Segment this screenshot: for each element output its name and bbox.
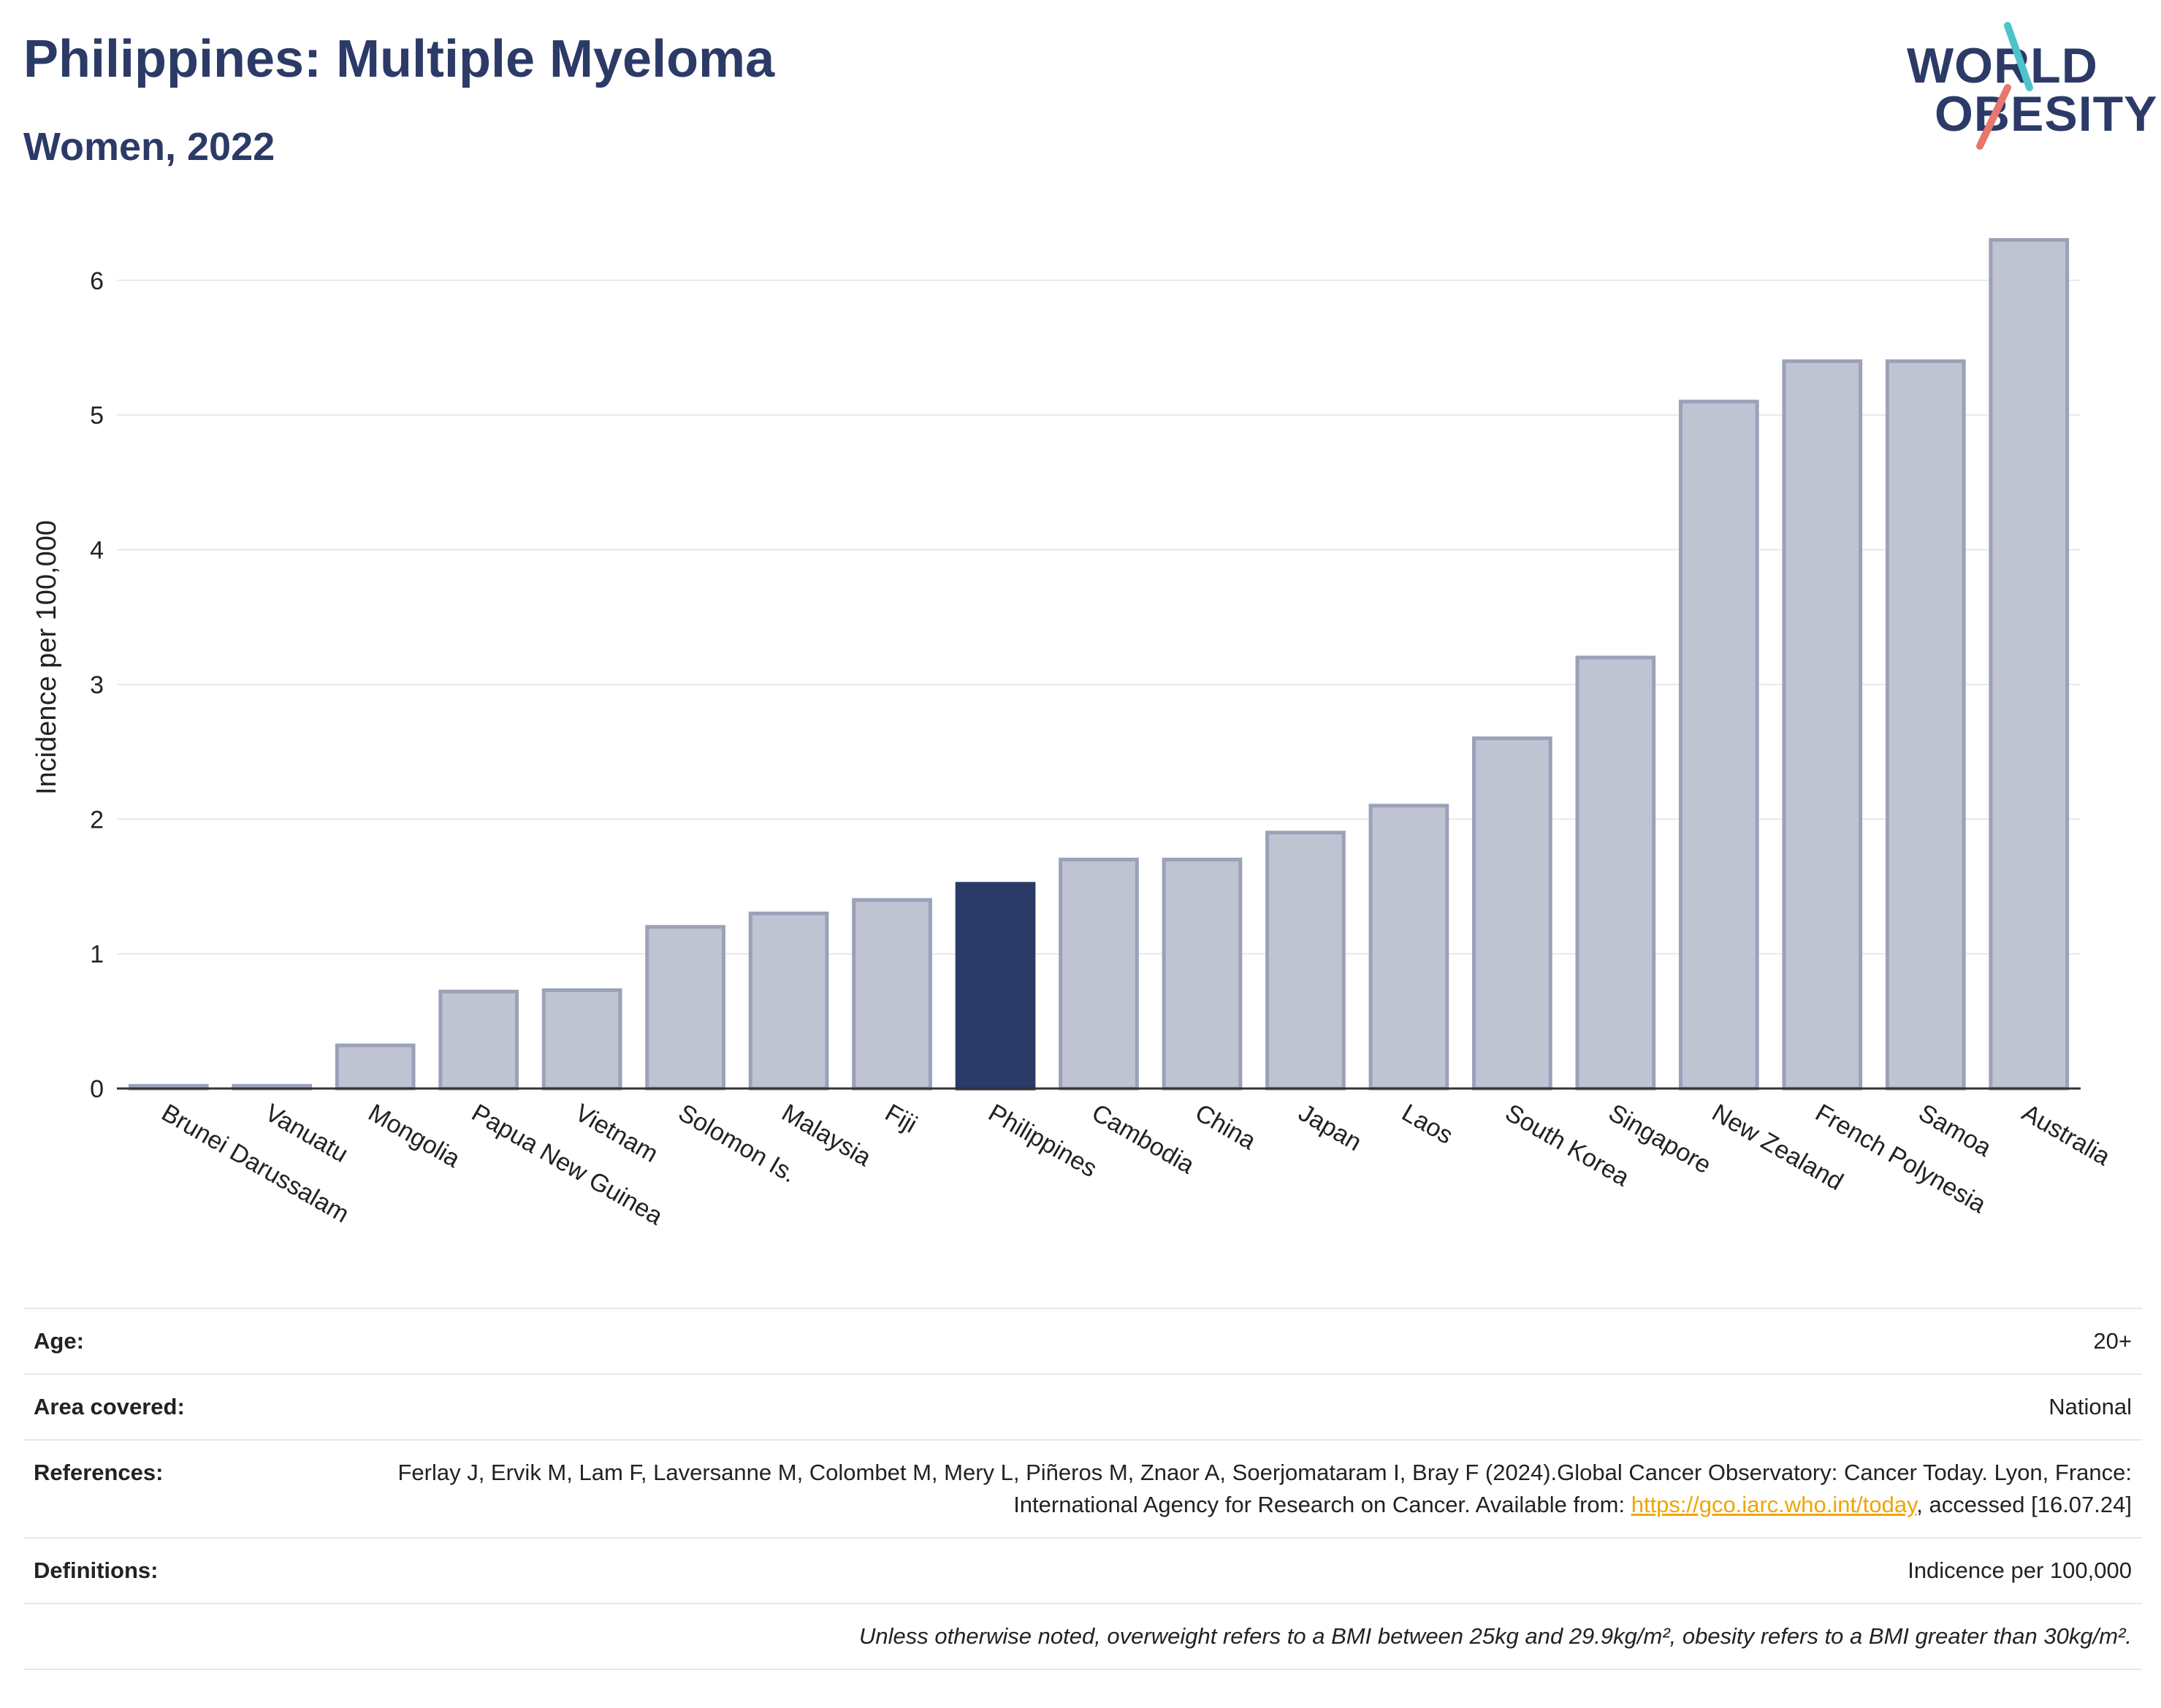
y-tick-label: 2 — [90, 806, 104, 834]
info-row-area: Area covered: National — [23, 1373, 2142, 1440]
bar-new-zealand — [1678, 400, 1759, 1091]
references-label: References: — [23, 1439, 351, 1538]
info-row-age: Age: 20+ — [23, 1308, 2142, 1374]
x-tick-label: Philippines — [984, 1099, 1102, 1183]
x-tick-label: Papua New Guinea — [467, 1099, 667, 1230]
x-tick-label: Mongolia — [364, 1099, 465, 1173]
bar-vietnam — [541, 988, 622, 1091]
x-tick-label: China — [1190, 1099, 1260, 1155]
bar-mongolia — [335, 1043, 416, 1091]
bar-papua-new-guinea — [438, 989, 519, 1091]
bar-south-korea — [1472, 736, 1552, 1091]
x-tick-label: Samoa — [1914, 1099, 1996, 1162]
x-tick-label: Cambodia — [1087, 1099, 1199, 1179]
info-row-note: Unless otherwise noted, overweight refer… — [23, 1603, 2142, 1670]
bars — [128, 237, 2070, 1091]
info-row-definitions: Definitions: Indicence per 100,000 — [23, 1537, 2142, 1604]
y-tick-label: 1 — [90, 941, 104, 969]
x-tick-label: French Polynesia — [1810, 1099, 1991, 1219]
references-value: Ferlay J, Ervik M, Lam F, Laversanne M, … — [351, 1439, 2142, 1538]
world-obesity-logo: WORLD OBESITY — [1907, 22, 2157, 153]
y-tick-label: 0 — [90, 1075, 104, 1103]
bmi-note: Unless otherwise noted, overweight refer… — [351, 1603, 2142, 1670]
y-tick-label: 3 — [90, 671, 104, 699]
references-text-2: , accessed [16.07.24] — [1916, 1492, 2132, 1517]
definitions-label: Definitions: — [23, 1537, 351, 1604]
bar-french-polynesia — [1782, 359, 1863, 1091]
bar-cambodia — [1059, 858, 1139, 1091]
age-value: 20+ — [351, 1308, 2142, 1374]
bar-laos — [1368, 804, 1449, 1091]
x-tick-label: Brunei Darussalam — [157, 1099, 354, 1228]
bar-philippines — [955, 882, 1036, 1091]
info-table: Age: 20+ Area covered: National Referenc… — [23, 1308, 2142, 1670]
chart-title: Philippines: Multiple Myeloma — [23, 30, 775, 88]
y-tick-label: 6 — [90, 267, 104, 295]
x-tick-label: Laos — [1397, 1099, 1457, 1150]
x-tick-label: Australia — [2017, 1099, 2115, 1171]
x-tick-label: Japan — [1294, 1099, 1366, 1156]
bar-australia — [1989, 237, 2070, 1091]
logo-line-1: WORLD — [1907, 38, 2098, 94]
references-link[interactable]: https://gco.iarc.who.int/today — [1631, 1492, 1917, 1517]
bar-samoa — [1885, 359, 1966, 1091]
info-row-references: References: Ferlay J, Ervik M, Lam F, La… — [23, 1439, 2142, 1538]
bar-japan — [1265, 831, 1346, 1091]
x-tick-label: Fiji — [880, 1099, 922, 1139]
definitions-value: Indicence per 100,000 — [351, 1537, 2142, 1604]
bar-china — [1162, 858, 1243, 1091]
y-axis-ticks: 0 1 2 3 4 5 6 — [90, 267, 104, 1103]
y-tick-label: 4 — [90, 537, 104, 565]
references-text-1: Ferlay J, Ervik M, Lam F, Laversanne M, … — [397, 1460, 2132, 1517]
chart-subtitle: Women, 2022 — [23, 125, 275, 169]
age-label: Age: — [23, 1308, 351, 1374]
y-axis-label: Incidence per 100,000 — [31, 520, 62, 795]
logo-line-2: OBESITY — [1935, 86, 2158, 142]
y-tick-label: 5 — [90, 402, 104, 430]
bar-singapore — [1575, 655, 1656, 1091]
bar-fiji — [852, 898, 932, 1091]
bar-solomon-is — [645, 925, 725, 1091]
logo-slash-icon — [1976, 22, 2033, 150]
area-label: Area covered: — [23, 1373, 351, 1440]
area-value: National — [351, 1373, 2142, 1440]
x-tick-label: Solomon Is. — [674, 1099, 801, 1189]
bar-malaysia — [748, 911, 829, 1091]
